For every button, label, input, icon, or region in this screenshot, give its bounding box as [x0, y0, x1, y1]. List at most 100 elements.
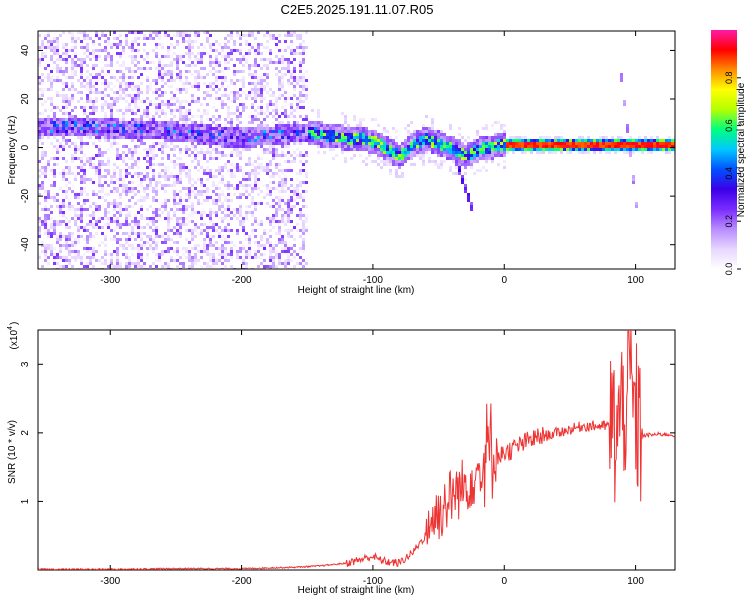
- heat-cell: [539, 145, 542, 148]
- heat-cell: [401, 157, 404, 160]
- heat-cell: [503, 151, 506, 154]
- heat-cell: [251, 202, 254, 205]
- heat-cell: [287, 232, 290, 235]
- heat-cell: [71, 127, 74, 130]
- heat-cell: [122, 184, 125, 187]
- heat-cell: [101, 118, 104, 121]
- heat-cell: [344, 121, 347, 124]
- heat-cell: [368, 130, 371, 133]
- heat-cell: [254, 229, 257, 232]
- heat-cell: [209, 259, 212, 262]
- heat-cell: [254, 217, 257, 220]
- heat-cell: [137, 157, 140, 160]
- heat-cell: [173, 241, 176, 244]
- heat-cell: [353, 154, 356, 157]
- heat-cell: [59, 127, 62, 130]
- heat-cell: [110, 127, 113, 130]
- heat-cell: [236, 130, 239, 133]
- heat-cell: [62, 259, 65, 262]
- heat-cell: [221, 49, 224, 52]
- heat-cell: [278, 184, 281, 187]
- heat-cell: [587, 148, 590, 151]
- heat-cell: [119, 226, 122, 229]
- heat-cell: [59, 205, 62, 208]
- heat-cell: [302, 88, 305, 91]
- heat-cell: [317, 133, 320, 136]
- heat-cell: [41, 73, 44, 76]
- heat-cell: [212, 142, 215, 145]
- heat-cell: [68, 169, 71, 172]
- heat-cell: [206, 244, 209, 247]
- heat-cell: [185, 52, 188, 55]
- heat-cell: [335, 130, 338, 133]
- heat-cell: [53, 169, 56, 172]
- heat-cell: [191, 136, 194, 139]
- heat-cell: [263, 139, 266, 142]
- heat-cell: [62, 58, 65, 61]
- heat-cell: [230, 142, 233, 145]
- heat-cell: [281, 247, 284, 250]
- heat-cell: [221, 100, 224, 103]
- heat-cell: [539, 142, 542, 145]
- heat-cell: [239, 169, 242, 172]
- heat-cell: [323, 124, 326, 127]
- colorbar-tick-label: 0.0: [724, 263, 734, 276]
- heat-cell: [242, 175, 245, 178]
- heat-cell: [74, 118, 77, 121]
- heat-cell: [467, 142, 470, 145]
- heat-cell: [53, 40, 56, 43]
- heat-cell: [197, 244, 200, 247]
- heat-cell: [218, 127, 221, 130]
- heat-cell: [59, 208, 62, 211]
- heat-cell: [359, 142, 362, 145]
- heat-cell: [209, 34, 212, 37]
- heat-cell: [50, 46, 53, 49]
- heat-cell: [86, 238, 89, 241]
- heat-cell: [101, 187, 104, 190]
- heat-cell: [146, 88, 149, 91]
- heat-cell: [161, 136, 164, 139]
- heat-cell: [452, 154, 455, 157]
- heat-cell: [224, 127, 227, 130]
- heat-cell: [77, 196, 80, 199]
- heat-cell: [236, 256, 239, 259]
- heat-cell: [176, 250, 179, 253]
- heat-cell: [374, 142, 377, 145]
- heat-cell: [464, 166, 467, 169]
- heat-cell: [623, 100, 626, 103]
- heat-cell: [257, 256, 260, 259]
- heat-cell: [299, 151, 302, 154]
- heat-cell: [200, 55, 203, 58]
- heat-cell: [71, 100, 74, 103]
- heat-cell: [269, 103, 272, 106]
- heat-cell: [461, 181, 464, 184]
- heat-cell: [230, 199, 233, 202]
- heat-cell: [152, 262, 155, 265]
- heat-cell: [221, 238, 224, 241]
- heat-cell: [71, 235, 74, 238]
- heat-cell: [236, 208, 239, 211]
- heat-cell: [431, 124, 434, 127]
- heat-cell: [104, 121, 107, 124]
- heat-cell: [287, 151, 290, 154]
- heat-cell: [107, 205, 110, 208]
- heat-cell: [74, 145, 77, 148]
- heat-cell: [344, 130, 347, 133]
- heat-cell: [176, 181, 179, 184]
- heat-cell: [251, 130, 254, 133]
- heat-cell: [470, 202, 473, 205]
- heat-cell: [53, 61, 56, 64]
- heat-cell: [260, 124, 263, 127]
- heat-cell: [257, 136, 260, 139]
- heat-cell: [251, 127, 254, 130]
- heat-cell: [41, 55, 44, 58]
- heat-cell: [302, 49, 305, 52]
- heat-cell: [215, 157, 218, 160]
- heat-cell: [464, 172, 467, 175]
- heat-cell: [458, 157, 461, 160]
- heat-cell: [293, 109, 296, 112]
- heat-cell: [419, 136, 422, 139]
- heat-cell: [638, 145, 641, 148]
- heat-cell: [266, 40, 269, 43]
